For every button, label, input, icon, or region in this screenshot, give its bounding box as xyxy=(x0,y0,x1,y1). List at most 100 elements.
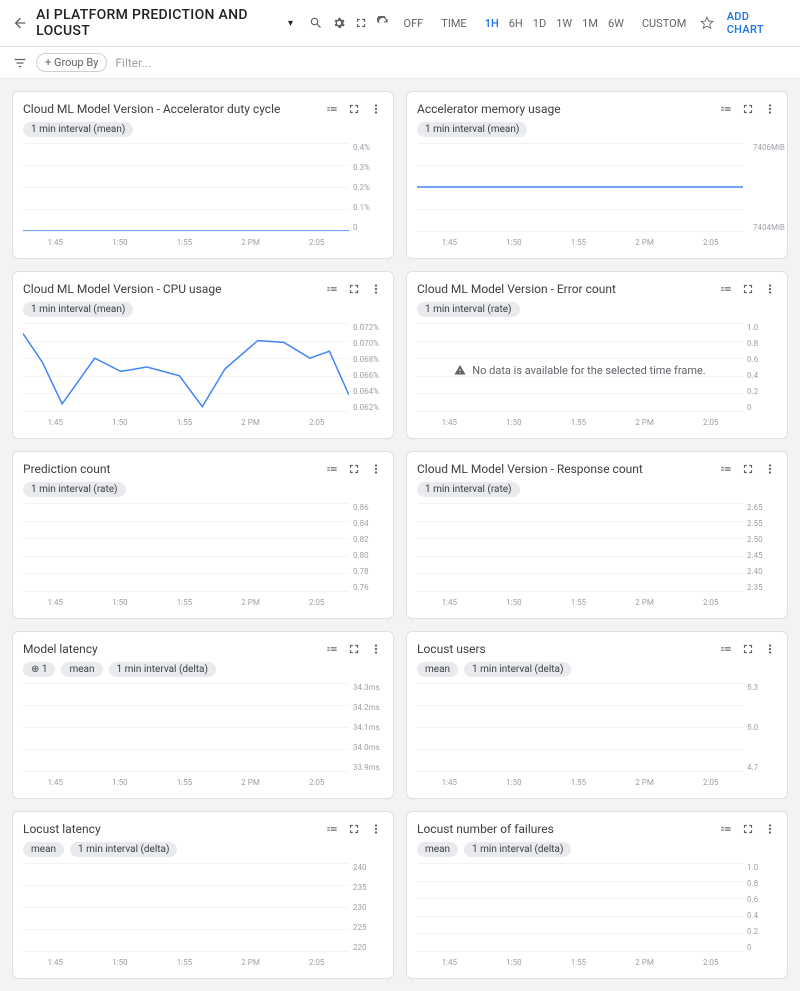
filter-icon[interactable] xyxy=(12,55,28,71)
chart-card-error: Cloud ML Model Version - Error count1 mi… xyxy=(406,271,788,439)
chart-card-resp: Cloud ML Model Version - Response count1… xyxy=(406,451,788,619)
metric-chip: 1 min interval (rate) xyxy=(23,482,126,497)
chart-card-cpu: Cloud ML Model Version - CPU usage1 min … xyxy=(12,271,394,439)
group-by-chip[interactable]: + Group By xyxy=(36,53,107,72)
chart-plot: 1.00.80.60.40.201:451:501:552 PM2:05 xyxy=(417,863,777,970)
x-axis: 1:451:501:552 PM2:05 xyxy=(417,956,743,970)
x-axis: 1:451:501:552 PM2:05 xyxy=(23,596,349,610)
expand-icon[interactable] xyxy=(741,462,755,476)
legend-toggle-icon[interactable] xyxy=(325,822,339,836)
chart-card-accel-duty: Cloud ML Model Version - Accelerator dut… xyxy=(12,91,394,259)
time-range-1d[interactable]: 1D xyxy=(528,13,551,34)
add-chart-button[interactable]: ADD CHART xyxy=(722,6,788,40)
star-icon[interactable] xyxy=(699,15,713,31)
time-range-1m[interactable]: 1M xyxy=(577,13,603,34)
legend-toggle-icon[interactable] xyxy=(325,642,339,656)
time-range-1w[interactable]: 1W xyxy=(551,13,577,34)
legend-toggle-icon[interactable] xyxy=(719,822,733,836)
dashboard-grid: Cloud ML Model Version - Accelerator dut… xyxy=(0,79,800,991)
chart-plot: 2402352302252201:451:501:552 PM2:05 xyxy=(23,863,383,970)
time-label: TIME xyxy=(436,13,471,34)
chart-card-modlat: Model latency ⊕ 1 mean 1 min interval (delt… xyxy=(12,631,394,799)
expand-icon[interactable] xyxy=(741,282,755,296)
time-range-6w[interactable]: 6W xyxy=(603,13,629,34)
top-bar: AI PLATFORM PREDICTION AND LOCUST ▾ OFF … xyxy=(0,0,800,47)
metric-chip: mean xyxy=(417,842,458,857)
chart-plot: 2.652.552.502.452.402.351:451:501:552 PM… xyxy=(417,503,777,610)
expand-icon[interactable] xyxy=(347,462,361,476)
more-icon[interactable] xyxy=(369,822,383,836)
filter-bar: + Group By Filter... xyxy=(0,47,800,79)
gear-icon[interactable] xyxy=(331,15,345,31)
more-icon[interactable] xyxy=(763,282,777,296)
chart-title: Locust number of failures xyxy=(417,822,713,836)
more-icon[interactable] xyxy=(763,822,777,836)
legend-toggle-icon[interactable] xyxy=(719,282,733,296)
legend-toggle-icon[interactable] xyxy=(325,462,339,476)
filter-input[interactable]: Filter... xyxy=(115,56,151,70)
more-icon[interactable] xyxy=(763,462,777,476)
time-range-1h[interactable]: 1H xyxy=(480,13,504,34)
x-axis: 1:451:501:552 PM2:05 xyxy=(417,236,743,250)
chart-title: Accelerator memory usage xyxy=(417,102,713,116)
chart-card-pred: Prediction count 1 min interval (rate) 0.8… xyxy=(12,451,394,619)
x-axis: 1:451:501:552 PM2:05 xyxy=(23,236,349,250)
refresh-icon[interactable] xyxy=(376,15,390,31)
metric-chip: 1 min interval (delta) xyxy=(70,842,177,857)
more-icon[interactable] xyxy=(369,462,383,476)
legend-toggle-icon[interactable] xyxy=(325,282,339,296)
chart-card-accel-mem: Accelerator memory usage1 min interval (… xyxy=(406,91,788,259)
y-axis: 7406MiB7404MiB xyxy=(749,143,783,232)
expand-icon[interactable] xyxy=(741,642,755,656)
expand-icon[interactable] xyxy=(741,822,755,836)
expand-icon[interactable] xyxy=(347,102,361,116)
chart-title: Cloud ML Model Version - Accelerator dut… xyxy=(23,102,319,116)
x-axis: 1:451:501:552 PM2:05 xyxy=(23,416,349,430)
metric-chip: mean xyxy=(61,662,102,677)
legend-toggle-icon[interactable] xyxy=(325,102,339,116)
x-axis: 1:451:501:552 PM2:05 xyxy=(417,596,743,610)
y-axis: 0.072%0.070%0.068%0.066%0.064%0.062% xyxy=(349,323,383,412)
chart-title: Prediction count xyxy=(23,462,319,476)
metric-chip: 1 min interval (delta) xyxy=(464,842,571,857)
chart-plot: 0.072%0.070%0.068%0.066%0.064%0.062%1:45… xyxy=(23,323,383,430)
chart-title: Locust latency xyxy=(23,822,319,836)
expand-icon[interactable] xyxy=(347,822,361,836)
more-icon[interactable] xyxy=(369,642,383,656)
metric-chip: 1 min interval (rate) xyxy=(417,482,520,497)
expand-icon[interactable] xyxy=(347,282,361,296)
chart-card-lusers: Locust usersmean1 min interval (delta)5.… xyxy=(406,631,788,799)
chart-plot: 0.860.840.820.800.780.761:451:501:552 PM… xyxy=(23,503,383,610)
chart-plot: 34.3ms34.2ms34.1ms34.0ms33.9ms1:451:501:… xyxy=(23,683,383,790)
expand-icon[interactable] xyxy=(741,102,755,116)
search-icon[interactable] xyxy=(309,15,323,31)
y-axis: 1.00.80.60.40.20 xyxy=(743,863,777,952)
auto-refresh-off[interactable]: OFF xyxy=(399,13,429,34)
metric-chip: 1 min interval (mean) xyxy=(23,122,133,137)
back-arrow-icon[interactable] xyxy=(12,14,28,32)
chart-title: Cloud ML Model Version - CPU usage xyxy=(23,282,319,296)
chart-plot: 7406MiB7404MiB1:451:501:552 PM2:05 xyxy=(417,143,777,250)
expand-icon[interactable] xyxy=(347,642,361,656)
metric-chip: mean xyxy=(23,842,64,857)
time-range-custom[interactable]: CUSTOM xyxy=(637,13,691,34)
legend-toggle-icon[interactable] xyxy=(719,102,733,116)
time-range-6h[interactable]: 6H xyxy=(504,13,528,34)
metric-chip: 1 min interval (rate) xyxy=(417,302,520,317)
metric-chip: 1 min interval (delta) xyxy=(109,662,216,677)
legend-toggle-icon[interactable] xyxy=(719,462,733,476)
metric-chip: 1 min interval (delta) xyxy=(464,662,571,677)
more-icon[interactable] xyxy=(369,102,383,116)
chart-card-lfail: Locust number of failures mean 1 min inter… xyxy=(406,811,788,979)
more-icon[interactable] xyxy=(763,642,777,656)
chart-plot: 0.4%0.3%0.2%0.1%01:451:501:552 PM2:05 xyxy=(23,143,383,250)
more-icon[interactable] xyxy=(763,102,777,116)
x-axis: 1:451:501:552 PM2:05 xyxy=(23,956,349,970)
fullscreen-icon[interactable] xyxy=(354,15,368,31)
more-icon[interactable] xyxy=(369,282,383,296)
title-dropdown-icon[interactable]: ▾ xyxy=(288,18,293,29)
legend-toggle-icon[interactable] xyxy=(719,642,733,656)
chart-title: Model latency xyxy=(23,642,319,656)
y-axis: 2.652.552.502.452.402.35 xyxy=(743,503,777,592)
metric-chip: ⊕ 1 xyxy=(23,662,55,677)
